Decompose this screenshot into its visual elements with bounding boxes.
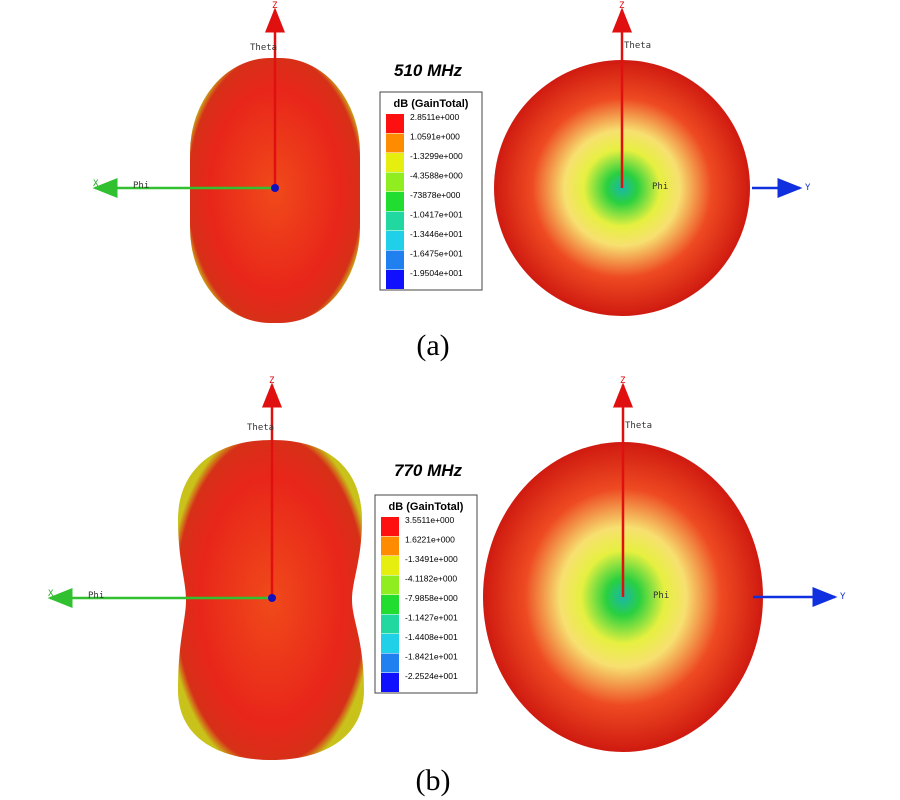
- legend-swatch: [381, 536, 399, 556]
- legend-swatch: [386, 231, 404, 250]
- legend-label: -7.9858e+000: [405, 593, 458, 603]
- legend-label: -1.3446e+001: [410, 229, 463, 239]
- axis-label: Z: [269, 376, 275, 386]
- legend-swatch: [386, 133, 404, 153]
- legend-swatch: [386, 270, 404, 289]
- axis-label: Phi: [652, 182, 668, 192]
- legend-label: 3.5511e+000: [405, 515, 455, 525]
- legend-label: -1.3299e+000: [410, 151, 463, 161]
- legend-swatch: [381, 614, 399, 634]
- axis-label: Theta: [625, 421, 652, 431]
- legend-label: -1.4408e+001: [405, 632, 458, 642]
- axis-label: X: [93, 179, 99, 189]
- axis-label: X: [48, 589, 54, 599]
- legend-swatch: [386, 211, 404, 231]
- axis-label: Y: [805, 183, 811, 193]
- legend-swatch: [386, 153, 404, 172]
- legend-swatch: [386, 250, 404, 270]
- legend-swatch: [381, 595, 399, 614]
- legend-swatch: [381, 575, 399, 595]
- legend-label: 2.8511e+000: [410, 112, 460, 122]
- legend-label: -1.8421e+001: [405, 652, 458, 662]
- caption: (b): [416, 764, 451, 797]
- caption: (a): [416, 329, 449, 362]
- legend-label: -1.9504e+001: [410, 268, 463, 278]
- legend-swatch: [386, 192, 404, 211]
- axis-label: Z: [272, 1, 278, 11]
- frequency-title: 510 MHz: [394, 61, 463, 80]
- legend-title: dB (GainTotal): [389, 501, 464, 513]
- axis-label: Phi: [88, 591, 104, 601]
- legend-label: -1.0417e+001: [410, 210, 463, 220]
- legend-swatch: [381, 517, 399, 536]
- legend-swatch: [381, 653, 399, 673]
- legend-label: -4.3588e+000: [410, 171, 463, 181]
- origin-dot: [271, 184, 279, 192]
- axis-label: Phi: [653, 591, 669, 601]
- legend-label: -1.1427e+001: [405, 613, 458, 623]
- frequency-title: 770 MHz: [394, 461, 463, 480]
- origin-dot: [268, 594, 276, 602]
- axis-label: Phi: [133, 181, 149, 191]
- legend-label: -73878e+000: [410, 190, 461, 200]
- legend-label: 1.6221e+000: [405, 535, 455, 545]
- legend-swatch: [386, 172, 404, 192]
- axis-label: Z: [619, 1, 625, 11]
- axis-label: Z: [620, 376, 626, 386]
- legend-swatch: [381, 673, 399, 692]
- legend-swatch: [381, 634, 399, 653]
- legend-swatch: [381, 556, 399, 575]
- axis-label: Y: [840, 592, 846, 602]
- legend-swatch: [386, 114, 404, 133]
- legend-label: -1.3491e+000: [405, 554, 458, 564]
- legend-label: -4.1182e+000: [405, 574, 457, 584]
- legend-title: dB (GainTotal): [394, 98, 469, 110]
- legend-label: -1.6475e+001: [410, 249, 463, 259]
- axis-label: Theta: [250, 43, 277, 53]
- legend-label: -2.2524e+001: [405, 671, 458, 681]
- legend-label: 1.0591e+000: [410, 132, 460, 142]
- axis-label: Theta: [624, 41, 651, 51]
- axis-label: Theta: [247, 423, 274, 433]
